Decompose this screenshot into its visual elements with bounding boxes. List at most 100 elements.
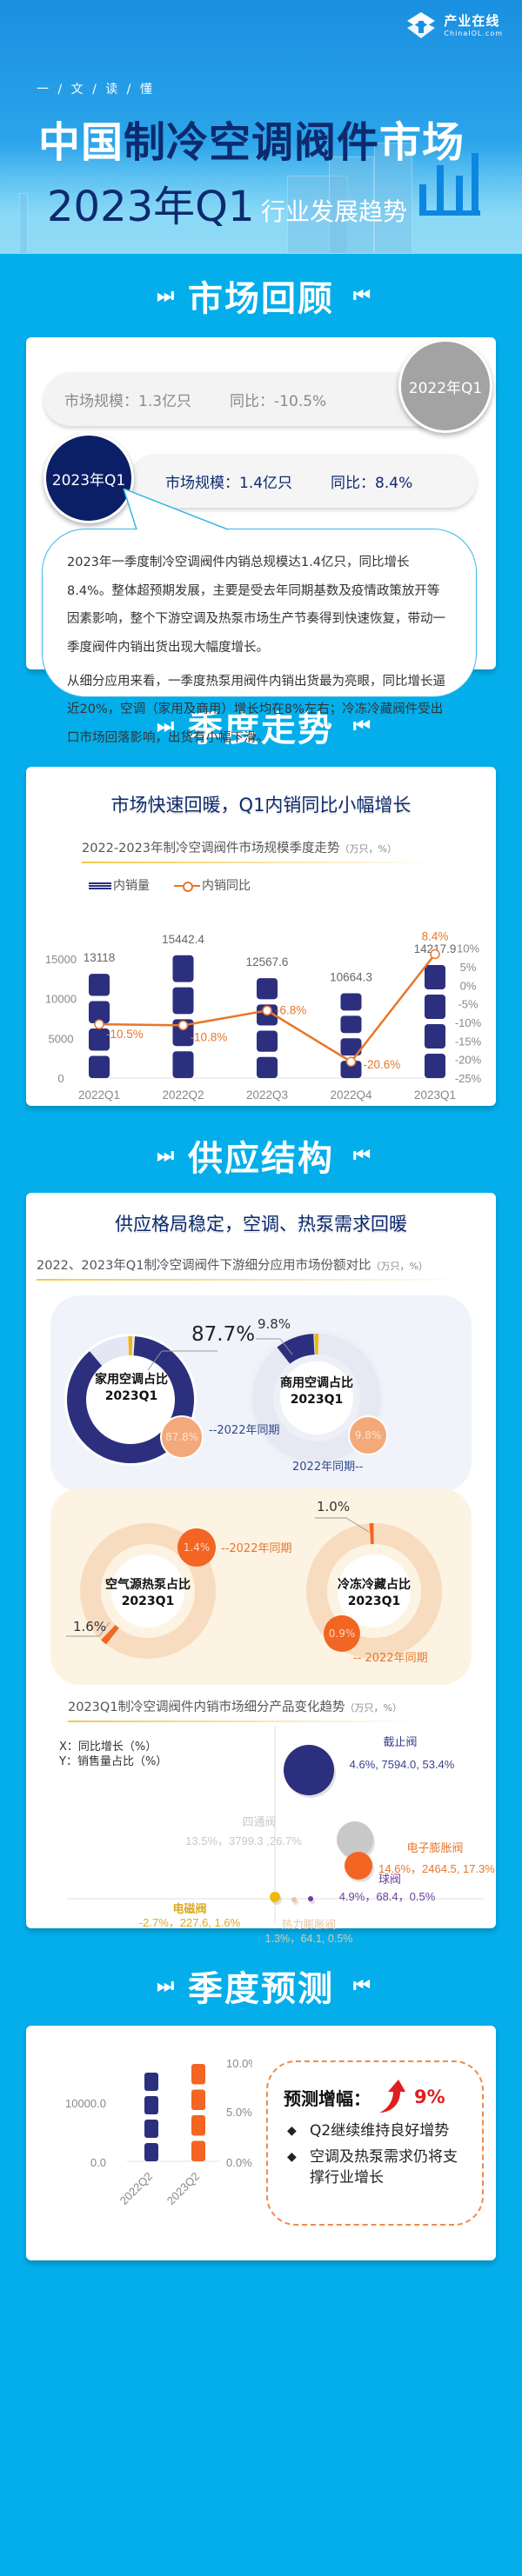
curr-yoy: 同比：8.4% [331, 474, 413, 492]
svg-text:球阀: 球阀 [378, 1873, 401, 1886]
diamond-bullet-icon: ◆ [287, 2149, 297, 2164]
svg-text:5000: 5000 [49, 1032, 74, 1045]
forecast-bullet: ◆ Q2继续维持良好增势 [287, 2122, 450, 2140]
svg-text:10%: 10% [457, 942, 479, 955]
forecast-bullet: ◆ 空调及热泵需求仍将支撑行业增长 [287, 2147, 458, 2187]
forecast-callout: 预测增幅： 9% ◆ Q2继续维持良好增势 ◆ 空调及热泵需求仍将支撑行业增长 [266, 2060, 484, 2226]
svg-text:2022Q4: 2022Q4 [330, 1088, 372, 1102]
commercial-ac-label: 商用空调占比 2023Q1 [280, 1376, 353, 1407]
backward-arrow-icon: ⏮ [353, 284, 371, 307]
svg-text:-10%: -10% [455, 1016, 482, 1029]
brand-logo[interactable]: 产业在线 ChinaIOL.com [404, 9, 503, 43]
infographic-page: 产业在线 ChinaIOL.com 一 / 文 / 读 / 懂 中国制冷空调阀件… [0, 0, 522, 2333]
svg-text:10000: 10000 [45, 993, 77, 1006]
commercial-ac-prev-share: 9.8% [348, 1415, 388, 1455]
svg-text:10.0%: 10.0% [226, 2057, 252, 2070]
logo-icon [404, 9, 438, 43]
svg-text:0.0%: 0.0% [226, 2156, 252, 2169]
section-title: 季度走势 [188, 709, 334, 749]
refrig-prev-share: 0.9% [324, 1615, 360, 1652]
ac-share-panel: 87.7% 家用空调占比 2023Q1 87.8% --2022年同期 9.8%… [50, 1295, 472, 1492]
prev-year-badge: 2022年Q1 [398, 339, 492, 433]
title-suffix: 市场 [379, 118, 465, 167]
bar-chart-decoration [419, 146, 480, 216]
summary-paragraph: 2023年一季度制冷空调阀件内销总规模达1.4亿只，同比增长8.4%。整体超预期… [67, 556, 445, 655]
forward-arrow-icon: ⏭ [157, 1974, 174, 1997]
axis-note: X：同比增长（%） Y：销售量占比（%） [59, 1741, 168, 1768]
supply-subtitle: 供应格局稳定，空调、热泵需求回暖 [115, 1214, 407, 1235]
footer-spacer [0, 2260, 522, 2333]
building-decoration [374, 143, 412, 254]
svg-text:2023Q2: 2023Q2 [164, 2170, 202, 2207]
svg-text:1.3%，64.1, 0.5%: 1.3%，64.1, 0.5% [265, 1933, 353, 1945]
curr-year-stats: 市场规模：1.4亿只 同比：8.4% [129, 454, 477, 508]
quarterly-chart-title: 2022-2023年制冷空调阀件市场规模季度走势（万只，%） [82, 838, 423, 863]
supply-structure-card: 供应格局稳定，空调、热泵需求回暖 2022、2023年Q1制冷空调阀件下游细分应… [26, 1193, 496, 1945]
refrig-share: 1.0% [317, 1499, 351, 1514]
svg-text:-5%: -5% [458, 998, 478, 1011]
section-title: 市场回顾 [188, 279, 334, 319]
quarterly-trend-card: 市场快速回暖，Q1内销同比小幅增长 2022-2023年制冷空调阀件市场规模季度… [26, 767, 496, 1106]
section-title: 季度预测 [188, 1969, 334, 2009]
curr-size: 市场规模：1.4亿只 [165, 474, 293, 492]
svg-text:-10.8%: -10.8% [191, 1030, 228, 1043]
heatpump-prev-share: 1.4% [177, 1528, 216, 1567]
line-swatch-icon [174, 882, 200, 892]
section-header-supply: ⏭ 供应结构 ⏮ [0, 1106, 522, 1193]
quarterly-combo-chart: 0 5000 10000 15000 -25% -20% -15% -10% -5% 0% 5% 10… [45, 929, 482, 1102]
forecast-bullets: ◆ Q2继续维持良好增势 ◆ 空调及热泵需求仍将支撑行业增长 [284, 2121, 466, 2188]
title-period: 2023年Q1 [47, 183, 255, 231]
forecast-growth-pct: 9% [414, 2087, 445, 2107]
quarterly-subtitle: 市场快速回暖，Q1内销同比小幅增长 [110, 795, 412, 815]
svg-text:0: 0 [57, 1072, 64, 1085]
prev-period-label: -- 2022年同期 [353, 1652, 428, 1665]
svg-text:四通阀: 四通阀 [242, 1815, 276, 1828]
kicker-text: 一 / 文 / 读 / 懂 [37, 83, 155, 97]
svg-text:14.6%，2464.5, 17.3%: 14.6%，2464.5, 17.3% [378, 1862, 495, 1875]
svg-text:0%: 0% [460, 979, 477, 992]
svg-text:-25%: -25% [455, 1072, 482, 1085]
svg-text:2022Q1: 2022Q1 [78, 1088, 120, 1102]
svg-text:5.0%: 5.0% [226, 2106, 252, 2119]
skyline-decoration [0, 150, 522, 254]
svg-text:电磁阀: 电磁阀 [172, 1902, 206, 1915]
diamond-bullet-icon: ◆ [287, 2124, 297, 2138]
svg-text:14217.9: 14217.9 [414, 942, 457, 955]
svg-text:15000: 15000 [45, 953, 77, 966]
section-title: 供应结构 [188, 1139, 334, 1179]
title-subheading: 行业发展趋势 [261, 197, 408, 226]
building-decoration [329, 156, 374, 254]
household-ac-prev-share: 87.8% [160, 1415, 204, 1459]
market-review-card: 市场规模：1.3亿只 同比：-10.5% 2022年Q1 市场规模：1.4亿只 … [26, 337, 496, 745]
svg-text:13118: 13118 [84, 951, 116, 964]
svg-text:-6.8%: -6.8% [276, 1003, 306, 1016]
svg-text:-15%: -15% [455, 1035, 482, 1048]
svg-text:4.9%，68.4，0.5%: 4.9%，68.4，0.5% [339, 1890, 436, 1903]
svg-text:8.4%: 8.4% [422, 929, 449, 942]
svg-text:-20%: -20% [455, 1054, 482, 1067]
prev-period-label: --2022年同期 [221, 1542, 292, 1555]
svg-text:热力膨胀阀: 热力膨胀阀 [282, 1919, 337, 1931]
svg-text:4.6%, 7594.0, 53.4%: 4.6%, 7594.0, 53.4% [350, 1758, 455, 1771]
tower-decoration [19, 193, 28, 254]
prev-year-stats: 市场规模：1.3亿只 同比：-10.5% [44, 372, 452, 426]
heatpump-refrig-share-panel: 1.4% --2022年同期 空气源热泵占比 2023Q1 1.6% 1.0% … [50, 1488, 472, 1685]
svg-text:2022Q3: 2022Q3 [246, 1088, 288, 1102]
prev-period-label: 2022年同期-- [292, 1461, 364, 1474]
svg-text:截止阀: 截止阀 [383, 1735, 417, 1748]
prev-yoy: 同比：-10.5% [230, 392, 327, 410]
svg-text:2022Q2: 2022Q2 [117, 2170, 155, 2207]
svg-text:0.0: 0.0 [90, 2156, 106, 2169]
svg-text:-10.5%: -10.5% [106, 1028, 144, 1041]
logo-text-en: ChinaIOL.com [444, 30, 503, 37]
logo-text-cn: 产业在线 [444, 13, 500, 29]
svg-text:12567.6: 12567.6 [246, 955, 289, 968]
svg-text:5%: 5% [460, 961, 477, 974]
summary-bubble: 2023年一季度制冷空调阀件内销总规模达1.4亿只，同比增长8.4%。整体超预期… [42, 529, 477, 745]
svg-text:-2.7%，227.6, 1.6%: -2.7%，227.6, 1.6% [139, 1916, 241, 1929]
product-bubble-chart: 截止阀 4.6%, 7594.0, 53.4% 四通阀 13.5%，3799.3 ,2… [66, 1727, 495, 1945]
share-chart-title: 2022、2023年Q1制冷空调阀件下游细分应用市场份额对比（万只，%） [37, 1255, 454, 1281]
svg-text:13.5%，3799.3 ,26.7%: 13.5%，3799.3 ,26.7% [185, 1834, 302, 1847]
